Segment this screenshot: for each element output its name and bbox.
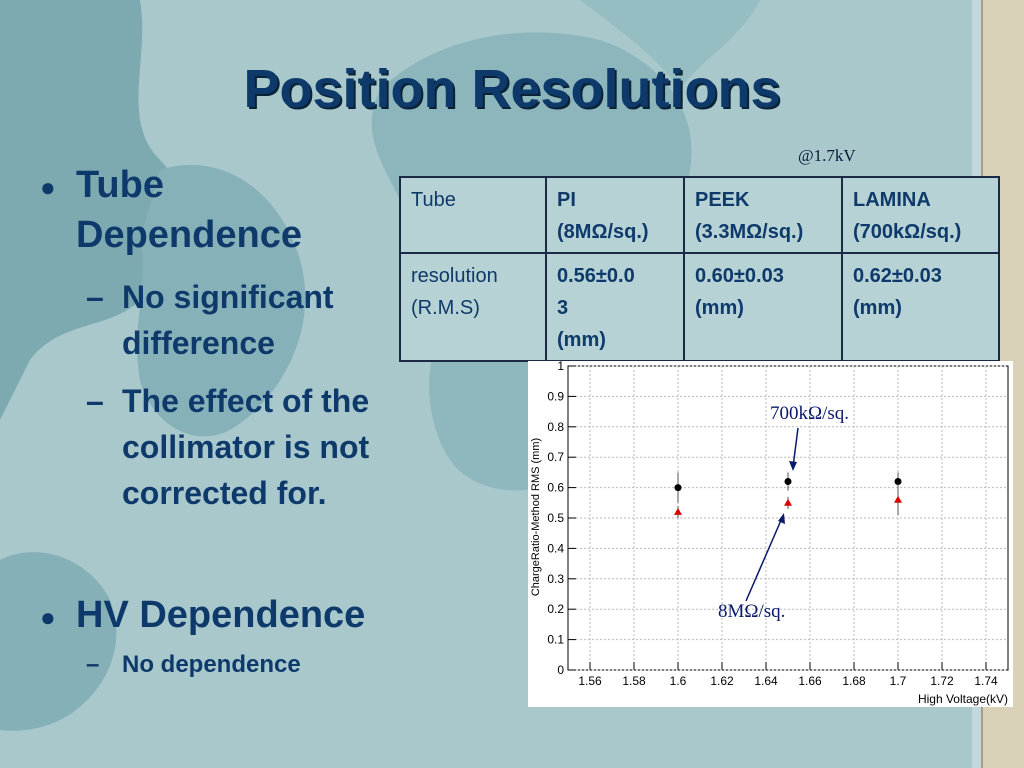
dash: –	[86, 383, 104, 419]
annotation-arrow-top	[792, 427, 799, 468]
bullet-label: HV Dependence	[76, 594, 366, 636]
sub-bullet-label: No significant difference	[122, 279, 334, 361]
y-tick-label: 1	[557, 361, 564, 373]
x-tick-label: 1.68	[842, 674, 866, 688]
y-tick-label: 0.8	[547, 420, 564, 434]
data-point	[674, 507, 682, 515]
y-tick-label: 0.6	[547, 481, 564, 495]
data-point	[674, 484, 682, 492]
data-point	[894, 495, 902, 503]
data-point	[784, 498, 792, 506]
dash: –	[86, 279, 104, 315]
annotation-arrowhead	[789, 461, 797, 471]
y-tick-label: 0.4	[547, 541, 564, 555]
table-header-cell: PEEK (3.3MΩ/sq.)	[683, 176, 843, 254]
bullet-dot: ●	[40, 602, 56, 632]
y-tick-label: 0.5	[547, 511, 564, 525]
x-tick-label: 1.58	[622, 674, 646, 688]
y-tick-label: 0.1	[547, 633, 564, 647]
table-header-cell: LAMINA (700kΩ/sq.)	[841, 176, 1000, 254]
data-point	[784, 478, 792, 486]
data-point	[894, 478, 902, 486]
bullet-label: Tube Dependence	[76, 164, 302, 256]
bullet-dot: ●	[40, 172, 56, 202]
table-cell: resolution (R.M.S)	[399, 252, 547, 362]
x-tick-label: 1.74	[974, 674, 998, 688]
x-tick-label: 1.72	[930, 674, 954, 688]
x-tick-label: 1.6	[670, 674, 687, 688]
x-axis-label: High Voltage(kV)	[918, 692, 1008, 706]
dash: –	[86, 651, 100, 678]
resolution-plot: 1.56 1.58 1.6 1.62 1.64 1.66 1.68 1.7 1.72 1.74 0…	[528, 359, 1013, 707]
resolution-table: Tube PI (8MΩ/sq.) PEEK (3.3MΩ/sq.) LAMINA(…	[399, 176, 1000, 362]
table-row: resolution (R.M.S) 0.56±0.0 3 (mm) 0.60±0.0…	[399, 252, 1000, 362]
annotation-top: 700kΩ/sq.	[770, 403, 849, 424]
y-tick-label: 0.3	[547, 572, 564, 586]
x-tick-label: 1.62	[710, 674, 734, 688]
annotation-bottom: 8MΩ/sq.	[718, 601, 785, 622]
y-tick-label: 0	[557, 663, 564, 677]
y-axis-label: ChargeRatio-Method RMS (mm)	[530, 438, 542, 596]
sub-bullet-label: No dependence	[122, 651, 301, 678]
table-cell: 0.56±0.0 3 (mm)	[545, 252, 685, 362]
y-tick-label: 0.9	[547, 389, 564, 403]
table-cell: 0.62±0.03 (mm)	[841, 252, 1000, 362]
x-tick-label: 1.56	[578, 674, 602, 688]
table-header-cell: Tube	[399, 176, 547, 254]
sub-bullet-label: The effect of the collimator is not corr…	[122, 383, 370, 511]
slide-title: Position Resolutions	[243, 59, 781, 119]
table-header-cell: PI (8MΩ/sq.)	[545, 176, 685, 254]
x-tick-label: 1.64	[754, 674, 778, 688]
voltage-note: @1.7kV	[798, 146, 856, 165]
y-tick-label: 0.2	[547, 602, 564, 616]
y-tick-label: 0.7	[547, 450, 564, 464]
annotation-arrowhead	[778, 513, 785, 524]
x-tick-label: 1.66	[798, 674, 822, 688]
annotation-arrow-bottom	[745, 517, 783, 602]
table-header-row: Tube PI (8MΩ/sq.) PEEK (3.3MΩ/sq.) LAMINA(…	[399, 176, 1000, 254]
plot-svg: 1.56 1.58 1.6 1.62 1.64 1.66 1.68 1.7 1.72 1.74 0…	[530, 359, 1009, 706]
table-cell: 0.60±0.03 (mm)	[683, 252, 843, 362]
x-tick-label: 1.7	[890, 674, 907, 688]
